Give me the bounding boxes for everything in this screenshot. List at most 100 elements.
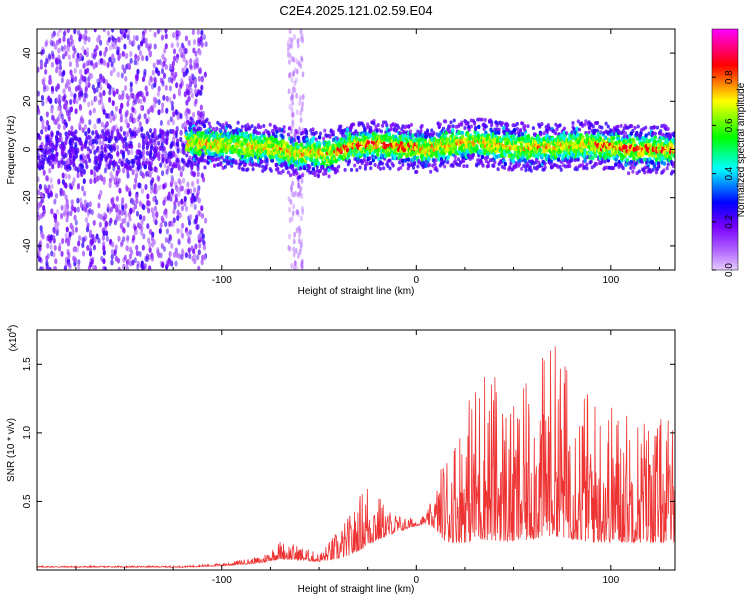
spectrogram-cell <box>148 50 152 57</box>
spectrogram-cell <box>39 144 43 150</box>
spectrogram-cell <box>90 60 94 67</box>
spectrogram-cell <box>434 158 438 163</box>
spectrogram-cell <box>79 52 83 59</box>
spectrogram-cell <box>197 265 201 270</box>
spectrogram-cell <box>50 183 54 190</box>
spectrogram-cell <box>186 163 190 168</box>
spectrogram-cell <box>122 143 126 149</box>
spectrogram-cell <box>248 126 252 131</box>
spectrogram-cell <box>44 41 48 48</box>
spectrogram-cell <box>415 169 419 174</box>
spectrogram-cell <box>299 116 303 123</box>
spectrogram-cell <box>45 260 49 267</box>
spectrogram-cell <box>148 241 152 248</box>
spectrogram-cell <box>138 113 142 120</box>
spectrogram-cell <box>145 118 149 125</box>
spectrogram-cell <box>231 159 235 164</box>
spectrogram-cell <box>64 203 68 210</box>
spectrogram-cell <box>57 137 61 143</box>
spectrogram-cell <box>244 138 248 143</box>
spectrogram-cell <box>556 157 561 162</box>
spectrogram-cell <box>134 154 138 160</box>
spectrogram-cell <box>121 50 125 57</box>
spectrogram-cell <box>64 50 68 57</box>
spectrogram-cell <box>298 249 302 256</box>
spectrogram-cell <box>110 174 115 181</box>
spectrogram-cell <box>78 121 82 128</box>
spectrogram-cell <box>52 228 57 235</box>
spectrogram-cell <box>102 230 106 237</box>
spectrogram-cell <box>296 227 300 234</box>
spectrogram-cell <box>155 211 159 218</box>
spectrogram-cell <box>67 235 71 242</box>
spectrogram-cell <box>185 59 189 66</box>
spectrogram-cell <box>85 51 89 58</box>
spectrogram-cell <box>191 111 196 118</box>
spectrogram-cell <box>172 74 176 81</box>
spectrogram-cell <box>416 164 420 169</box>
spectrogram-cell <box>89 261 93 268</box>
spectrogram-cell <box>108 89 112 96</box>
spectrogram-cell <box>197 209 201 216</box>
spectrogram-cell <box>219 162 223 167</box>
spectrogram-cell <box>123 254 127 261</box>
spectrogram-cell <box>197 249 201 256</box>
spectrogram-cell <box>349 167 354 172</box>
spectrogram-cell <box>45 175 49 182</box>
spectrogram-cell <box>428 162 432 167</box>
spectrogram-cell <box>97 237 101 244</box>
spectrogram-cell <box>87 127 91 134</box>
spectrogram-cell <box>103 224 107 231</box>
spectrogram-cell <box>115 212 120 219</box>
spectrogram-cell <box>176 114 180 121</box>
spectrogram-cell <box>45 136 49 143</box>
spectrogram-cell <box>369 166 373 171</box>
spectrogram-cell <box>244 127 248 132</box>
spectrogram-cell <box>500 121 504 126</box>
spectrogram-cell <box>92 107 96 114</box>
spectrogram-cell <box>41 100 45 107</box>
spectrogram-cell <box>149 188 153 195</box>
spectrogram-cell <box>177 164 181 171</box>
spectrogram-cell <box>193 63 197 70</box>
spectrogram-cell <box>387 132 392 137</box>
spectrogram-cell <box>301 93 305 100</box>
spectrogram-cell <box>172 151 176 158</box>
spectrogram-cell <box>148 152 152 158</box>
spectrogram-cell <box>265 157 269 162</box>
spectrogram-cell <box>98 221 102 228</box>
spectrogram-cell <box>192 126 196 131</box>
spectrogram-cell <box>125 263 129 270</box>
spectrogram-cell <box>157 109 161 116</box>
spectrogram-cell <box>352 122 356 127</box>
spectrogram-cell <box>37 204 40 211</box>
spectrogram-cell <box>163 220 168 227</box>
spectrogram-cell <box>196 223 200 230</box>
spectrogram-cell <box>236 120 240 125</box>
spectrogram-cell <box>97 212 101 219</box>
spectrogram-cell <box>171 60 175 67</box>
spectrogram-cell <box>165 107 169 114</box>
spectrogram-cell <box>53 198 57 205</box>
spectrogram-cell <box>179 228 183 235</box>
spectrogram-cell <box>188 229 192 236</box>
spectrogram-cell <box>65 78 70 85</box>
spectrogram-cell <box>204 133 209 139</box>
spectrogram-cell <box>74 108 78 115</box>
spectrogram-cell <box>165 95 169 102</box>
spectrogram-cell <box>287 88 291 95</box>
spectrogram-cell <box>98 133 103 140</box>
spectrogram-cell <box>185 99 189 106</box>
spectrogram-cell <box>94 139 99 145</box>
spectrogram-cell <box>154 188 158 195</box>
spectrogram-cell <box>78 105 82 112</box>
spectrogram-cell <box>170 77 174 84</box>
spectrogram-cell <box>298 100 302 107</box>
spectrogram-cell <box>200 205 204 212</box>
spectrogram-cell <box>47 124 51 131</box>
spectrogram-cell <box>517 162 522 167</box>
spectrogram-cell <box>170 42 174 49</box>
spectrogram-cell <box>142 204 146 211</box>
spectrogram-cell <box>137 44 141 51</box>
